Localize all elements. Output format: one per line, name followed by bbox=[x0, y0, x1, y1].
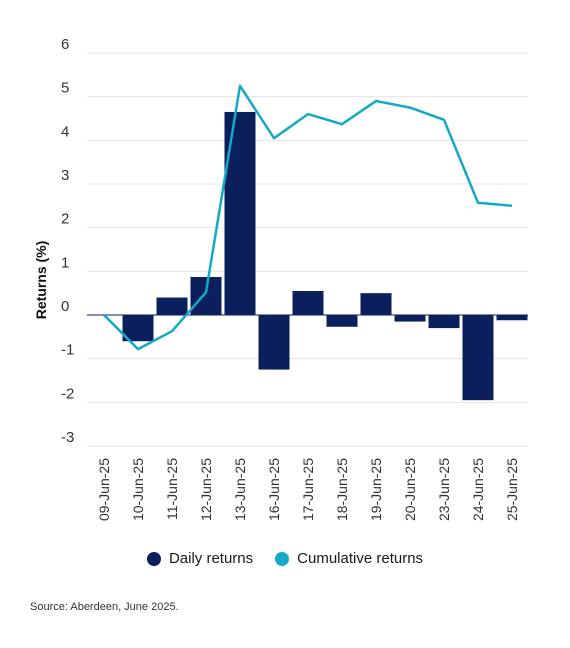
y-tick-label: 2 bbox=[61, 211, 69, 228]
daily-return-bar bbox=[360, 293, 392, 315]
x-tick-label: 25-Jun-25 bbox=[504, 458, 520, 521]
legend-item-cumulative: Cumulative returns bbox=[275, 550, 423, 567]
daily-return-bar bbox=[224, 111, 256, 315]
daily-return-bar bbox=[326, 315, 358, 327]
x-tick-label: 17-Jun-25 bbox=[300, 458, 316, 521]
y-tick-label: -2 bbox=[61, 385, 74, 402]
x-tick-label: 09-Jun-25 bbox=[96, 458, 112, 521]
daily-return-bar bbox=[462, 315, 494, 401]
cumulative-returns-swatch-icon bbox=[275, 551, 290, 566]
grid-lines bbox=[87, 52, 528, 447]
daily-return-bar bbox=[428, 315, 460, 329]
cumulative-returns-path bbox=[103, 84, 513, 351]
source-note: Source: Aberdeen, June 2025. bbox=[30, 601, 179, 613]
x-tick-label: 20-Jun-25 bbox=[402, 458, 418, 521]
daily-returns-bars bbox=[87, 111, 528, 401]
y-axis-ticks: 6 5 4 3 2 1 0 -1 -2 -3 bbox=[61, 36, 74, 446]
daily-return-bar bbox=[292, 290, 324, 315]
x-tick-label: 10-Jun-25 bbox=[130, 458, 146, 521]
y-axis-label: Returns (%) bbox=[33, 241, 49, 320]
x-tick-label: 12-Jun-25 bbox=[198, 458, 214, 521]
y-tick-label: 5 bbox=[61, 80, 69, 97]
legend-item-daily: Daily returns bbox=[146, 550, 254, 567]
x-tick-label: 16-Jun-25 bbox=[266, 458, 282, 521]
daily-return-bar bbox=[394, 315, 426, 322]
daily-return-bar bbox=[122, 315, 154, 342]
y-tick-label: 0 bbox=[61, 298, 69, 315]
cumulative-returns-line bbox=[103, 84, 513, 351]
y-tick-label: 3 bbox=[61, 167, 69, 184]
x-tick-label: 24-Jun-25 bbox=[470, 458, 486, 521]
y-tick-label: 1 bbox=[61, 254, 69, 271]
daily-returns-swatch-icon bbox=[146, 551, 161, 566]
daily-return-bar bbox=[156, 297, 188, 315]
x-tick-label: 13-Jun-25 bbox=[232, 458, 248, 521]
x-tick-label: 19-Jun-25 bbox=[368, 458, 384, 521]
x-tick-label: 23-Jun-25 bbox=[436, 458, 452, 521]
y-tick-label: 4 bbox=[61, 123, 69, 140]
daily-return-bar bbox=[190, 277, 222, 315]
x-tick-label: 18-Jun-25 bbox=[334, 458, 350, 521]
y-tick-label: 6 bbox=[61, 36, 69, 53]
legend-label-daily: Daily returns bbox=[168, 550, 254, 567]
daily-return-bar bbox=[496, 315, 528, 321]
legend-label-cumulative: Cumulative returns bbox=[297, 550, 424, 567]
legend: Daily returns Cumulative returns bbox=[0, 550, 570, 567]
y-tick-label: -3 bbox=[61, 429, 74, 446]
x-axis-ticks: 09-Jun-25 10-Jun-25 11-Jun-25 12-Jun-25 13-J… bbox=[96, 458, 520, 521]
x-tick-label: 11-Jun-25 bbox=[164, 458, 180, 520]
daily-return-bar bbox=[258, 315, 290, 370]
y-tick-label: -1 bbox=[61, 342, 74, 359]
